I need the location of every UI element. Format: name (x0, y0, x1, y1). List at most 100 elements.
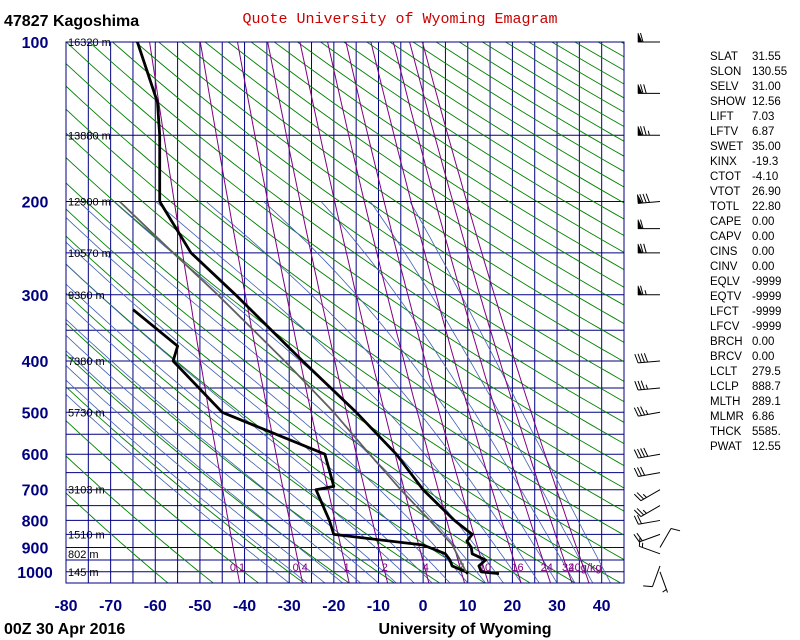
index-name: KINX (710, 156, 737, 168)
temperature-tick-label: 0 (419, 598, 428, 615)
wind-barb-flag (640, 84, 644, 94)
pressure-tick-label: 400 (22, 354, 49, 371)
temperature-tick-label: -50 (188, 598, 211, 615)
height-label: 145 m (68, 567, 99, 579)
wind-barb (637, 126, 660, 136)
temperature-tick-label: 40 (593, 598, 611, 615)
index-value: 289.1 (752, 396, 781, 408)
wind-barb-flag (637, 515, 642, 524)
profile-line-2 (118, 200, 467, 573)
dry-adiabat (89, 42, 624, 423)
wind-barb (633, 532, 661, 543)
wind-barb-flag (634, 353, 639, 364)
dry-adiabat (66, 182, 621, 583)
wind-barb-staff (638, 472, 661, 477)
height-label: 16320 m (68, 37, 111, 49)
profile-line-0 (136, 41, 500, 575)
mixing-ratio-label: 7 (458, 562, 464, 574)
wind-barb-flag (643, 243, 647, 253)
moist-adiabat (409, 201, 611, 583)
wind-barb-half-flag (644, 290, 647, 295)
dry-adiabat (135, 42, 624, 382)
mixing-ratio-line (149, 42, 241, 583)
wind-barb (643, 565, 661, 588)
index-value: 12.56 (752, 96, 781, 108)
index-name: LFCT (710, 306, 739, 318)
wind-barb-flag (640, 219, 644, 229)
wind-barb-half-flag (645, 410, 649, 415)
moist-adiabat (66, 393, 290, 583)
index-value: 31.00 (752, 81, 781, 93)
wind-barb-flag (637, 406, 642, 416)
pressure-tick-label: 600 (22, 447, 49, 464)
temperature-tick-label: -70 (99, 598, 122, 615)
pressure-tick-label: 200 (22, 194, 49, 211)
moist-adiabat (205, 201, 540, 583)
dry-adiabat (66, 132, 624, 536)
wind-barb-flag (633, 534, 640, 543)
dry-adiabat (66, 322, 395, 583)
chart-title: Quote University of Wyoming Emagram (242, 11, 557, 28)
index-value: -19.3 (752, 156, 778, 168)
dry-adiabat (66, 492, 169, 583)
wind-barb-flag (640, 126, 644, 136)
dry-adiabat (66, 235, 531, 583)
dry-adiabat (66, 455, 214, 583)
wind-barb-flag (640, 448, 646, 458)
wind-barb-flag (643, 126, 647, 136)
index-value: 0.00 (752, 216, 774, 228)
wind-barb (633, 447, 661, 459)
wind-barb (633, 515, 661, 525)
wind-barb-flag (640, 406, 646, 416)
height-label: 802 m (68, 549, 99, 561)
mixing-ratio-lines (149, 42, 590, 583)
wind-barb-flag (633, 515, 639, 525)
mixing-ratio-line (370, 42, 522, 583)
wind-barb (633, 505, 661, 518)
wind-barb-flag (640, 353, 645, 363)
index-value: 5585. (752, 426, 781, 438)
moist-adiabat (66, 379, 308, 583)
temperature-tick-label: -40 (233, 598, 256, 615)
dry-adiabat (181, 42, 624, 343)
moist-adiabat (78, 201, 486, 583)
wind-barb-flag (633, 467, 639, 477)
mixing-ratio-line (421, 42, 590, 583)
wind-barb-staff (638, 453, 661, 459)
dry-adiabat (66, 420, 259, 583)
index-name: CTOT (710, 171, 741, 183)
stability-indices: SLAT 31.55 SLON 130.55 SELV 31.00 SHOW 12.56 LIF… (710, 51, 787, 453)
temperature-tick-label: -20 (322, 598, 345, 615)
height-label: 12900 m (68, 196, 111, 208)
temperature-tick-label: 10 (459, 598, 477, 615)
temperature-tick-label: -30 (278, 598, 301, 615)
wind-barb (637, 243, 660, 254)
station-label: 47827 Kagoshima (4, 13, 139, 30)
mixing-ratio-line (409, 42, 573, 583)
index-name: LFTV (710, 126, 738, 138)
temperature-tick-labels: -80 -70 -60 -50 -40 -30 -20 -10 0 10 20 30 40 (54, 598, 610, 615)
wind-barb-flag (640, 32, 644, 43)
index-value: 0.00 (752, 351, 774, 363)
height-label: 5730 m (68, 407, 105, 419)
index-name: SWET (710, 141, 743, 153)
wind-barb-flag (642, 193, 647, 203)
index-value: 31.55 (752, 51, 781, 63)
index-value: 6.86 (752, 411, 774, 423)
index-value: 26.90 (752, 186, 781, 198)
index-name: EQLV (710, 276, 740, 288)
mixing-ratio-label: 0.1 (230, 562, 245, 574)
mixing-ratio-line (327, 42, 465, 583)
wind-barb-half-flag (642, 493, 647, 498)
wind-barb-staff (638, 411, 661, 417)
wind-barb-flag (636, 532, 643, 542)
wind-barb-half-flag (645, 384, 649, 390)
wind-barb (633, 466, 661, 477)
dry-adiabat (66, 292, 440, 583)
index-name: SLAT (710, 51, 738, 63)
mixing-ratio-line (392, 42, 551, 583)
mixing-ratio-label: 1 (344, 562, 350, 574)
moist-adiabat (66, 334, 361, 583)
mixing-ratio-label: 16 (511, 562, 523, 574)
